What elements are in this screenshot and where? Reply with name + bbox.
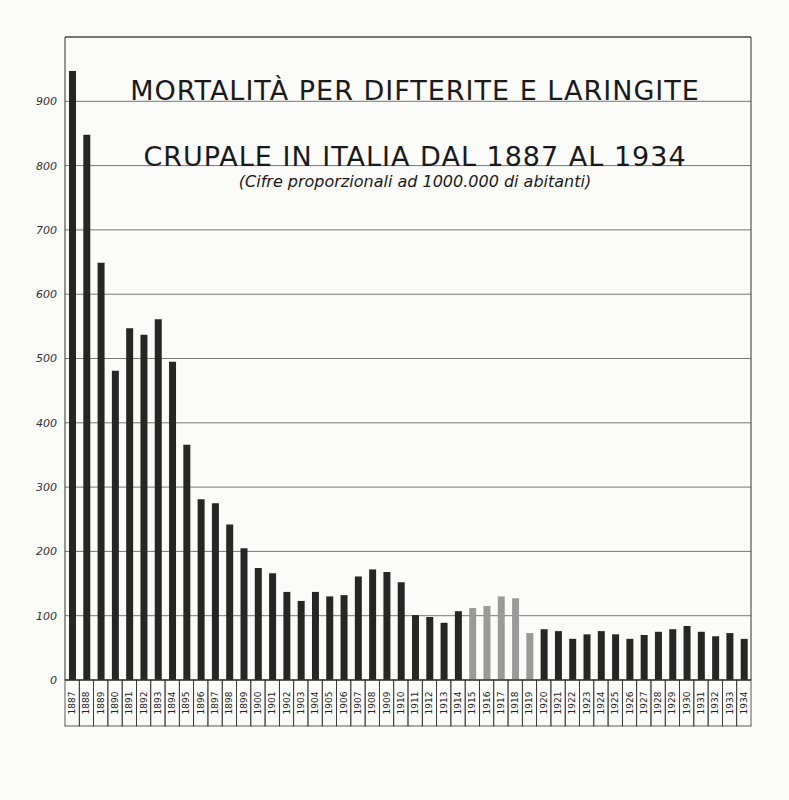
html-text:(Cifre proporzionali ad 1000.0: (Cifre proporzionali ad 1000.000 di abit… — [238, 172, 592, 191]
html-text:MORTALITÀ PER DIFTERITE E LARI: MORTALITÀ PER DIFTERITE E LARINGITE — [130, 75, 700, 106]
svg-text:500: 500 — [36, 352, 57, 365]
svg-text:1901: 1901 — [267, 692, 277, 715]
svg-text:1933: 1933 — [725, 692, 735, 715]
svg-text:1899: 1899 — [239, 691, 249, 714]
svg-text:1896: 1896 — [196, 691, 206, 714]
svg-text:1927: 1927 — [639, 692, 649, 715]
svg-text:300: 300 — [36, 481, 57, 494]
svg-text:1917: 1917 — [496, 692, 506, 715]
svg-text:1897: 1897 — [210, 692, 220, 715]
svg-text:900: 900 — [36, 95, 57, 108]
svg-text:1929: 1929 — [667, 691, 677, 714]
svg-text:1911: 1911 — [410, 692, 420, 715]
svg-text:800: 800 — [36, 160, 57, 173]
svg-text:1906: 1906 — [339, 691, 349, 714]
svg-text:1924: 1924 — [596, 691, 606, 714]
svg-text:1916: 1916 — [482, 691, 492, 714]
svg-text:1923: 1923 — [582, 692, 592, 715]
svg-text:1895: 1895 — [181, 692, 191, 715]
svg-text:1904: 1904 — [310, 691, 320, 714]
svg-text:1918: 1918 — [510, 691, 520, 714]
svg-text:1898: 1898 — [224, 691, 234, 714]
svg-text:1910: 1910 — [396, 691, 406, 714]
html-text:CRUPALE IN ITALIA DAL 1887 AL: CRUPALE IN ITALIA DAL 1887 AL 1934 — [143, 141, 687, 172]
svg-text:1925: 1925 — [610, 692, 620, 715]
svg-text:1920: 1920 — [539, 691, 549, 714]
svg-text:1921: 1921 — [553, 692, 563, 715]
svg-text:1902: 1902 — [282, 692, 292, 715]
svg-text:1903: 1903 — [296, 692, 306, 715]
svg-text:0: 0 — [50, 674, 57, 687]
svg-text:1913: 1913 — [439, 692, 449, 715]
svg-text:1890: 1890 — [110, 691, 120, 714]
svg-text:1934: 1934 — [739, 691, 749, 714]
svg-text:1914: 1914 — [453, 691, 463, 714]
svg-text:1926: 1926 — [625, 691, 635, 714]
svg-text:1887: 1887 — [67, 692, 77, 715]
svg-text:700: 700 — [36, 224, 57, 237]
svg-text:1905: 1905 — [324, 692, 334, 715]
svg-text:1909: 1909 — [382, 691, 392, 714]
svg-text:1891: 1891 — [124, 692, 134, 715]
svg-text:1930: 1930 — [682, 691, 692, 714]
svg-text:1912: 1912 — [424, 692, 434, 715]
svg-text:1894: 1894 — [167, 691, 177, 714]
svg-text:1889: 1889 — [96, 691, 106, 714]
svg-text:1893: 1893 — [153, 692, 163, 715]
svg-text:1892: 1892 — [139, 692, 149, 715]
svg-text:1908: 1908 — [367, 691, 377, 714]
svg-text:1928: 1928 — [653, 691, 663, 714]
svg-text:1931: 1931 — [696, 692, 706, 715]
svg-text:1919: 1919 — [524, 691, 534, 714]
svg-text:1932: 1932 — [710, 692, 720, 715]
svg-text:400: 400 — [36, 417, 57, 430]
svg-text:1900: 1900 — [253, 691, 263, 714]
svg-text:600: 600 — [36, 288, 57, 301]
svg-text:1922: 1922 — [567, 692, 577, 715]
svg-text:1907: 1907 — [353, 692, 363, 715]
svg-text:1888: 1888 — [81, 691, 91, 714]
svg-text:200: 200 — [36, 545, 57, 558]
svg-text:100: 100 — [36, 610, 57, 623]
svg-text:1915: 1915 — [467, 692, 477, 715]
